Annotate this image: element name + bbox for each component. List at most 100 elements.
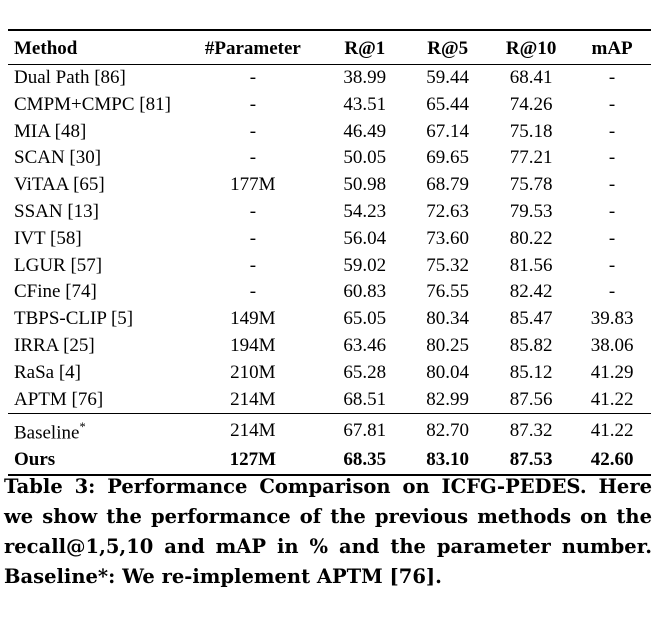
table-caption: Table 3: Performance Comparison on ICFG-…: [4, 475, 652, 588]
cell-map: 39.83: [590, 308, 634, 330]
cell-r5: 80.25: [426, 334, 470, 356]
cell-map: 42.60: [590, 449, 634, 471]
cell-r5: 59.44: [426, 67, 470, 88]
cell-r5: 82.70: [426, 419, 470, 441]
cell-r1: 65.28: [343, 361, 387, 383]
cell-map: -: [608, 67, 616, 88]
cell-map: -: [608, 281, 616, 303]
cell-parameter: 127M: [229, 449, 277, 471]
cell-parameter: -: [249, 147, 257, 169]
table-row: LGUR [57] - 59.02 75.32 81.56 -: [8, 253, 651, 280]
cell-map: -: [608, 147, 616, 169]
cell-parameter: -: [249, 227, 257, 249]
cell-map: -: [608, 93, 616, 115]
cell-parameter: -: [249, 254, 257, 276]
table-row: Dual Path [86] - 38.99 59.44 68.41 -: [8, 65, 651, 92]
cell-map: -: [608, 227, 616, 249]
cell-r10: 85.47: [509, 308, 553, 330]
cell-map: -: [608, 174, 616, 196]
cell-parameter: 214M: [230, 419, 276, 441]
cell-r1: 38.99: [343, 67, 387, 88]
cell-method: TBPS-CLIP [5]: [14, 308, 134, 330]
cell-map: 41.22: [590, 419, 634, 441]
cell-r5: 82.99: [426, 388, 470, 410]
table-summary: Baseline* 214M 67.81 82.70 87.32 41.22 O…: [8, 413, 651, 476]
cell-method: CMPM+CMPC [81]: [14, 93, 171, 115]
cell-method: SSAN [13]: [14, 200, 99, 222]
cell-map: 41.22: [590, 388, 634, 410]
cell-method: SCAN [30]: [14, 147, 102, 169]
cell-r5: 67.14: [426, 120, 470, 142]
cell-r5: 80.04: [426, 361, 470, 383]
cell-r10: 85.12: [509, 361, 553, 383]
cell-parameter: 177M: [230, 174, 276, 196]
cell-r5: 75.32: [426, 254, 470, 276]
cell-map: 41.29: [590, 361, 634, 383]
cell-r1: 65.05: [343, 308, 387, 330]
cell-map: -: [608, 120, 616, 142]
asterisk-mark: *: [79, 420, 86, 435]
table-row: SSAN [13] - 54.23 72.63 79.53 -: [8, 199, 651, 226]
cell-r1: 43.51: [343, 93, 387, 115]
cell-r5: 69.65: [426, 147, 470, 169]
table-row-baseline: Baseline* 214M 67.81 82.70 87.32 41.22: [8, 413, 651, 448]
cell-r5: 73.60: [426, 227, 470, 249]
cell-r5: 76.55: [426, 281, 470, 303]
cell-parameter: -: [249, 93, 257, 115]
cell-r10: 77.21: [509, 147, 553, 169]
cell-parameter: 210M: [230, 361, 276, 383]
header-r5: R@5: [427, 37, 469, 59]
table-row-ours: Ours 127M 68.35 83.10 87.53 42.60: [8, 447, 651, 476]
cell-r1: 60.83: [343, 281, 387, 303]
cell-method: CFine [74]: [14, 281, 97, 303]
cell-r1: 68.35: [343, 449, 387, 471]
cell-r1: 68.51: [343, 388, 387, 410]
results-table-container: Method #Parameter R@1 R@5 R@10 mAP Dual …: [8, 29, 651, 476]
table-row: IRRA [25] 194M 63.46 80.25 85.82 38.06: [8, 333, 651, 360]
cell-r5: 65.44: [426, 93, 470, 115]
header-r1: R@1: [344, 37, 386, 59]
cell-r5: 72.63: [426, 200, 470, 222]
table-row: APTM [76] 214M 68.51 82.99 87.56 41.22: [8, 387, 651, 414]
cell-method: ViTAA [65]: [14, 174, 105, 196]
table-row: CFine [74] - 60.83 76.55 82.42 -: [8, 279, 651, 306]
cell-map: -: [608, 200, 616, 222]
results-table: Method #Parameter R@1 R@5 R@10 mAP Dual …: [8, 29, 651, 476]
cell-r5: 68.79: [426, 174, 470, 196]
cell-r10: 75.18: [509, 120, 553, 142]
cell-r1: 50.98: [343, 174, 387, 196]
cell-r10: 87.32: [509, 419, 553, 441]
cell-r5: 80.34: [426, 308, 470, 330]
cell-parameter: -: [249, 120, 257, 142]
cell-method: MIA [48]: [14, 120, 87, 142]
table-row: TBPS-CLIP [5] 149M 65.05 80.34 85.47 39.83: [8, 306, 651, 333]
cell-r1: 56.04: [343, 227, 387, 249]
cell-r1: 67.81: [343, 419, 387, 441]
cell-r5: 83.10: [426, 449, 470, 471]
cell-method: IVT [58]: [14, 227, 82, 249]
cell-parameter: 194M: [230, 334, 276, 356]
cell-r10: 74.26: [509, 93, 553, 115]
cell-r1: 50.05: [343, 147, 387, 169]
header-map: mAP: [591, 37, 633, 59]
cell-method: IRRA [25]: [14, 334, 95, 356]
cell-r10: 68.41: [509, 67, 553, 88]
cell-parameter: 149M: [230, 308, 276, 330]
cell-method: Baseline*: [14, 420, 86, 444]
cell-parameter: -: [249, 200, 257, 222]
cell-r10: 87.53: [509, 449, 553, 471]
cell-r1: 46.49: [343, 120, 387, 142]
table-row: CMPM+CMPC [81] - 43.51 65.44 74.26 -: [8, 92, 651, 119]
table-header-row: Method #Parameter R@1 R@5 R@10 mAP: [8, 30, 651, 65]
cell-method: APTM [76]: [14, 388, 104, 410]
cell-r1: 54.23: [343, 200, 387, 222]
table-row: SCAN [30] - 50.05 69.65 77.21 -: [8, 145, 651, 172]
header-r10: R@10: [505, 37, 557, 59]
cell-map: 38.06: [590, 334, 634, 356]
cell-parameter: 214M: [230, 388, 276, 410]
cell-parameter: -: [249, 67, 257, 88]
table-row: RaSa [4] 210M 65.28 80.04 85.12 41.29: [8, 360, 651, 387]
table-body: Dual Path [86] -38.99 59.44 68.41- CMPM+CMPC…: [8, 65, 651, 414]
cell-r10: 80.22: [509, 227, 553, 249]
table-row: ViTAA [65] 177M 50.98 68.79 75.78 -: [8, 172, 651, 199]
